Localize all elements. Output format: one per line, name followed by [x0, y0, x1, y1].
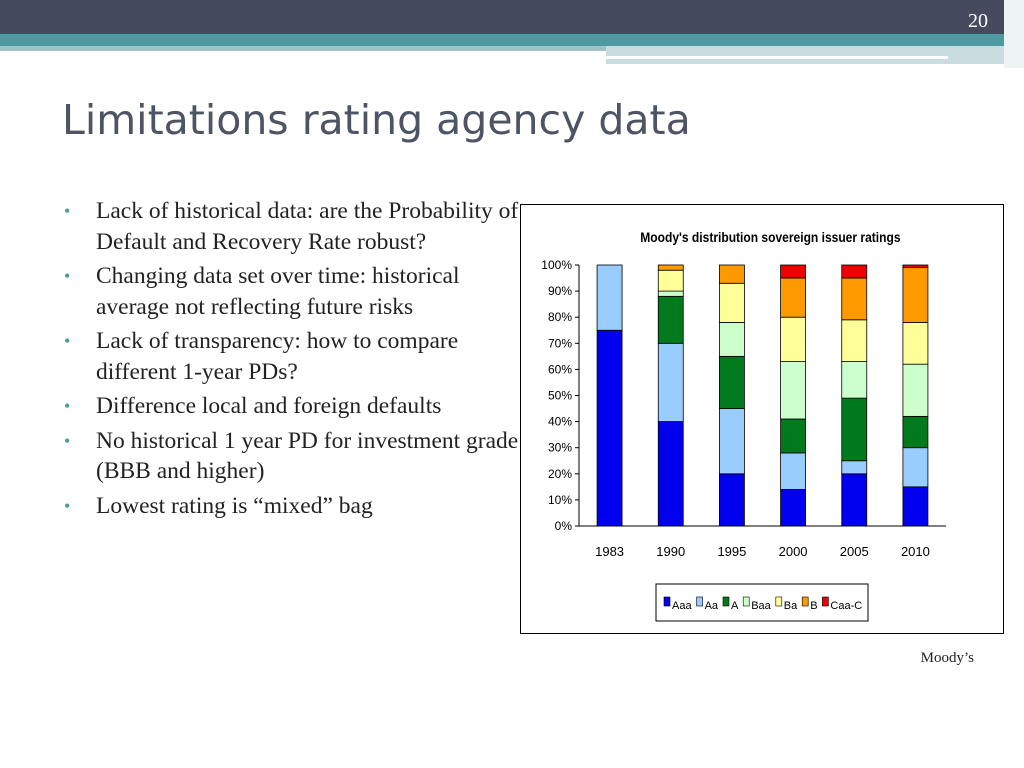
x-tick-label: 2010: [901, 544, 930, 559]
source-note: Moody’s: [920, 650, 974, 666]
legend-swatch: [742, 596, 750, 607]
chart-frame: Moody's distribution sovereign issuer ra…: [520, 204, 1004, 634]
bar-segment-aaa: [719, 473, 745, 527]
y-tick-label: 30%: [548, 441, 572, 455]
bullet-item: • Difference local and foreign defaults: [64, 391, 524, 422]
legend-label: A: [731, 600, 739, 612]
y-tick-label: 80%: [548, 310, 572, 324]
bar-segment-aaa: [596, 329, 623, 527]
legend-label: Ba: [784, 600, 798, 612]
accent-band-line: [606, 56, 948, 59]
accent-band-edge: [1004, 0, 1024, 68]
y-tick-label: 100%: [541, 258, 572, 272]
x-tick-label: 2005: [840, 544, 869, 559]
bullet-item: • Lowest rating is “mixed” bag: [64, 491, 524, 522]
legend-swatch: [696, 596, 703, 607]
bar-segment-baa: [657, 290, 684, 297]
y-tick-label: 50%: [548, 389, 572, 403]
bar-segment-aa: [657, 342, 684, 423]
bar-segment-aaa: [902, 486, 929, 527]
x-tick-label: 2000: [779, 544, 808, 559]
bar-segment-aa: [719, 408, 745, 475]
x-tick-label: 1983: [595, 544, 624, 559]
legend-swatch: [775, 596, 783, 607]
bullet-text: Difference local and foreign defaults: [96, 393, 442, 419]
bar-segment-ba: [780, 316, 806, 362]
bullet-dot-icon: •: [64, 331, 71, 351]
bullet-text: Lack of transparency: how to compare dif…: [96, 328, 459, 385]
bar-segment-caa-c: [780, 264, 806, 279]
bar-segment-b: [657, 264, 684, 271]
bullet-item: • No historical 1 year PD for investment …: [64, 426, 524, 487]
bullet-dot-icon: •: [64, 495, 71, 516]
y-tick-label: 10%: [548, 493, 572, 507]
legend-label: Baa: [751, 600, 771, 612]
legend-swatch: [663, 596, 671, 607]
bar-segment-aa: [841, 460, 868, 475]
bar-segment-aa: [902, 447, 929, 488]
legend-label: Aaa: [672, 600, 692, 612]
bar-segment-aaa: [841, 473, 868, 527]
bar-segment-aaa: [657, 421, 684, 527]
bar-segment-aa: [596, 264, 623, 331]
bar-segment-caa-c: [841, 264, 868, 279]
bullet-text: Lowest rating is “mixed” bag: [96, 492, 373, 519]
bar-segment-b: [719, 264, 745, 284]
legend-label: B: [810, 600, 817, 612]
bar-segment-a: [902, 415, 929, 449]
bar-segment-b: [902, 267, 929, 323]
accent-band-light: [0, 46, 606, 51]
legend-swatch: [722, 596, 730, 607]
legend-label: Caa-C: [830, 600, 862, 612]
bar-segment-baa: [902, 363, 929, 417]
bullet-text: No historical 1 year PD for investment g…: [96, 427, 519, 485]
bar-segment-b: [780, 277, 806, 318]
page-number: 20: [968, 10, 988, 32]
bullet-dot-icon: •: [64, 201, 71, 221]
bullet-dot-icon: •: [64, 266, 71, 286]
bullet-text: Lack of historical data: are the Probabi…: [96, 198, 519, 255]
bullet-text: Changing data set over time: historical …: [96, 263, 460, 320]
y-tick-label: 90%: [548, 284, 572, 298]
chart-title: Moody's distribution sovereign issuer ra…: [640, 229, 900, 245]
stacked-bar-chart: Moody's distribution sovereign issuer ra…: [541, 229, 946, 622]
bar-segment-ba: [719, 282, 745, 323]
legend-frame: [655, 583, 869, 622]
bar-segment-a: [657, 295, 684, 344]
bullet-item: • Lack of transparency: how to compare di…: [64, 326, 524, 387]
bullet-dot-icon: •: [64, 396, 71, 416]
legend-swatch: [822, 596, 829, 607]
accent-band: [0, 34, 1010, 46]
y-tick-label: 60%: [548, 362, 572, 376]
x-tick-label: 1990: [656, 544, 685, 559]
accent-band-pale: [606, 46, 1006, 64]
y-tick-label: 20%: [548, 467, 572, 481]
bar-segment-b: [841, 277, 868, 321]
slide-title: Limitations rating agency data: [62, 96, 691, 144]
bar-segment-a: [719, 355, 745, 409]
top-bar: [0, 0, 1024, 34]
bar-segment-ba: [841, 319, 868, 362]
bullet-list: • Lack of historical data: are the Probab…: [64, 196, 524, 525]
y-tick-label: 70%: [548, 336, 572, 350]
bar-segment-baa: [719, 322, 745, 357]
x-tick-label: 1995: [717, 544, 746, 559]
bullet-item: • Lack of historical data: are the Probab…: [64, 196, 524, 257]
bar-segment-baa: [841, 361, 868, 399]
bar-segment-aaa: [780, 489, 806, 527]
bar-segment-ba: [657, 269, 684, 292]
bar-segment-aa: [780, 452, 806, 490]
bullet-dot-icon: •: [64, 430, 71, 451]
y-tick-label: 0%: [555, 519, 573, 533]
bar-segment-ba: [902, 322, 929, 365]
y-tick-label: 40%: [548, 415, 572, 429]
legend-swatch: [801, 596, 809, 607]
bar-segment-caa-c: [902, 264, 929, 269]
bullet-item: • Changing data set over time: historical…: [64, 261, 524, 322]
legend-label: Aa: [705, 600, 719, 612]
bar-segment-a: [841, 397, 868, 462]
bar-segment-a: [780, 418, 806, 454]
bar-segment-baa: [780, 361, 806, 420]
